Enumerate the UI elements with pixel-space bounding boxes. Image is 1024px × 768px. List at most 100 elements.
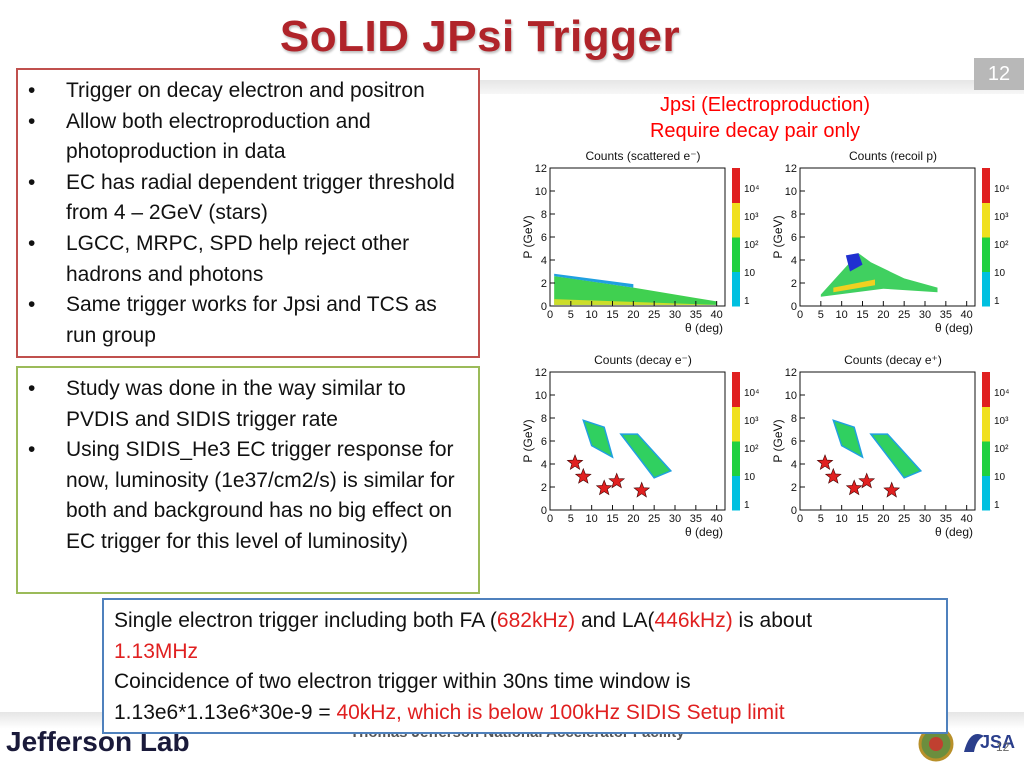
colorbar-segment bbox=[732, 478, 740, 483]
z-tick-label: 10² bbox=[744, 240, 759, 251]
bullet-box-study: • Study was done in the way similar to PV… bbox=[16, 366, 480, 594]
threshold-star-icon bbox=[566, 454, 584, 470]
z-tick-label: 10 bbox=[744, 268, 756, 279]
colorbar-segment bbox=[732, 472, 740, 476]
x-tick-label: 0 bbox=[797, 309, 803, 321]
colorbar-segment bbox=[732, 202, 740, 207]
colorbar-segment bbox=[732, 281, 740, 286]
colorbar-segment bbox=[982, 233, 990, 238]
colorbar-segment bbox=[982, 174, 990, 179]
bullet-text: Trigger on decay electron and positron bbox=[66, 79, 425, 102]
threshold-star-icon bbox=[595, 479, 613, 496]
colorbar-segment bbox=[732, 406, 740, 411]
slide-title: SoLID JPsi Trigger bbox=[279, 12, 681, 61]
colorbar-segment bbox=[732, 209, 740, 214]
colorbar-segment bbox=[982, 399, 990, 404]
colorbar-segment bbox=[732, 199, 740, 203]
colorbar-segment bbox=[982, 492, 990, 497]
colorbar-segment bbox=[732, 447, 740, 452]
z-tick-label: 1 bbox=[744, 500, 750, 511]
z-tick-label: 10⁴ bbox=[744, 388, 759, 399]
bullet-item: • Same trigger works for Jpsi and TCS as … bbox=[18, 290, 472, 351]
summary-line-4: 1.13e6*1.13e6*30e-9 = 40kHz, which is be… bbox=[114, 700, 785, 724]
density-region bbox=[832, 419, 864, 459]
threshold-star-icon bbox=[816, 454, 834, 470]
colorbar-segment bbox=[982, 406, 990, 411]
y-tick-label: 4 bbox=[791, 255, 797, 267]
y-tick-label: 4 bbox=[541, 459, 547, 471]
top-bar bbox=[480, 80, 1024, 94]
colorbar-segment bbox=[982, 230, 990, 235]
y-tick-label: 0 bbox=[541, 301, 547, 313]
x-tick-label: 40 bbox=[961, 513, 973, 525]
colorbar-segment bbox=[982, 385, 990, 390]
y-tick-label: 0 bbox=[541, 505, 547, 517]
colorbar-segment bbox=[732, 257, 740, 262]
colorbar-segment bbox=[982, 195, 990, 200]
colorbar-segment bbox=[732, 233, 740, 238]
bullet-text: Same trigger works for Jpsi and TCS as r… bbox=[66, 293, 437, 347]
y-tick-label: 4 bbox=[791, 459, 797, 471]
x-axis-label: θ (deg) bbox=[685, 525, 723, 539]
colorbar-segment bbox=[732, 399, 740, 404]
colorbar-segment bbox=[982, 178, 990, 183]
bullet-list-2: • Study was done in the way similar to PV… bbox=[18, 374, 472, 558]
colorbar-segment bbox=[982, 281, 990, 286]
y-tick-label: 6 bbox=[791, 436, 797, 448]
x-tick-label: 30 bbox=[919, 309, 931, 321]
colorbar-segment bbox=[982, 274, 990, 279]
colorbar-segment bbox=[982, 171, 990, 176]
threshold-star-icon bbox=[574, 467, 592, 484]
colorbar-segment bbox=[982, 257, 990, 262]
colorbar-segment bbox=[982, 209, 990, 214]
colorbar-segment bbox=[732, 451, 740, 456]
doe-seal-center bbox=[929, 737, 943, 751]
colorbar-segment bbox=[982, 506, 990, 511]
z-tick-label: 1 bbox=[744, 296, 750, 307]
colorbar-segment bbox=[982, 185, 990, 190]
bullet-dot-icon: • bbox=[28, 109, 36, 133]
colorbar-segment bbox=[982, 188, 990, 193]
colorbar-segment bbox=[732, 188, 740, 193]
density-region bbox=[619, 433, 673, 479]
colorbar-segment bbox=[732, 264, 740, 269]
colorbar-segment bbox=[732, 223, 740, 228]
colorbar-segment bbox=[732, 247, 740, 252]
y-tick-label: 12 bbox=[785, 163, 797, 175]
colorbar-segment bbox=[732, 288, 740, 293]
colorbar-segment bbox=[982, 199, 990, 203]
x-tick-label: 20 bbox=[877, 513, 889, 525]
x-tick-label: 40 bbox=[961, 309, 973, 321]
colorbar-segment bbox=[732, 261, 740, 266]
colorbar-segment bbox=[982, 416, 990, 421]
summary-line-1: Single electron trigger including both F… bbox=[114, 609, 813, 632]
y-tick-label: 8 bbox=[791, 413, 797, 425]
threshold-star-icon bbox=[858, 472, 876, 489]
y-tick-label: 8 bbox=[541, 413, 547, 425]
colorbar-segment bbox=[732, 423, 740, 428]
z-tick-label: 10³ bbox=[744, 416, 759, 427]
colorbar-segment bbox=[732, 403, 740, 407]
colorbar-segment bbox=[732, 372, 740, 376]
summary-line-3: Coincidence of two electron trigger with… bbox=[114, 670, 691, 694]
panel-title: Counts (scattered e⁻) bbox=[585, 149, 700, 163]
colorbar-segment bbox=[732, 168, 740, 172]
colorbar-segment bbox=[982, 212, 990, 217]
colorbar-segment bbox=[982, 278, 990, 283]
colorbar-segment bbox=[982, 237, 990, 241]
y-tick-label: 10 bbox=[535, 390, 547, 402]
y-axis-label: P (GeV) bbox=[771, 215, 785, 258]
colorbar-segment bbox=[732, 444, 740, 449]
colorbar-segment bbox=[982, 423, 990, 428]
z-tick-label: 10² bbox=[744, 444, 759, 455]
x-axis-label: θ (deg) bbox=[685, 321, 723, 335]
colorbar-segment bbox=[982, 437, 990, 442]
colorbar-segment bbox=[732, 195, 740, 200]
colorbar-segment bbox=[732, 237, 740, 241]
y-tick-label: 0 bbox=[791, 301, 797, 313]
y-axis-label: P (GeV) bbox=[521, 419, 535, 462]
colorbar-segment bbox=[732, 219, 740, 224]
colorbar-segment bbox=[982, 475, 990, 480]
hist-decay-e-minus: Counts (decay e⁻) 0 2 4 6 8 10 12 0 5 10 15 20 25 30 35… bbox=[521, 353, 759, 539]
y-tick-label: 2 bbox=[791, 482, 797, 494]
